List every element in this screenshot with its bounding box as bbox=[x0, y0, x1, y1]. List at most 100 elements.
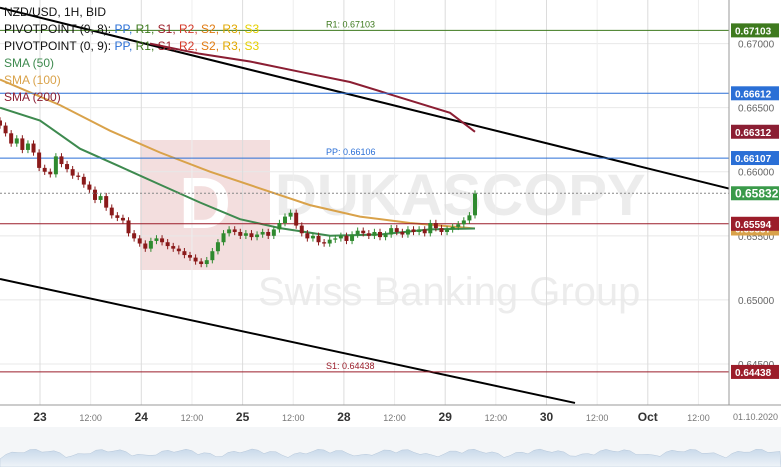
candle-body bbox=[199, 261, 204, 265]
pivot-level-label: S1: 0.64438 bbox=[326, 361, 375, 371]
candle-body bbox=[70, 169, 75, 176]
x-tick-label: 30 bbox=[540, 410, 554, 424]
candle-body bbox=[165, 242, 170, 247]
candle-body bbox=[405, 229, 410, 235]
legend-sma-100: SMA (100) bbox=[4, 73, 61, 87]
legend-pivot-2-r3: R3, bbox=[222, 39, 242, 53]
sma-50-line bbox=[0, 106, 476, 237]
candle-body bbox=[288, 212, 293, 217]
candle-body bbox=[143, 243, 148, 249]
r1-price-tag: 0.67103 bbox=[735, 26, 772, 37]
candle-body bbox=[171, 246, 176, 249]
plot-background bbox=[0, 0, 729, 405]
candle-body bbox=[188, 255, 192, 258]
candle-body bbox=[299, 225, 304, 234]
x-tick-label: Oct bbox=[638, 410, 658, 424]
legend-instrument: NZD/USD, 1H, BID bbox=[4, 5, 107, 19]
candle-body bbox=[238, 231, 243, 236]
candlesticks bbox=[0, 117, 477, 268]
candle-body bbox=[383, 234, 388, 238]
legend-pivot-2-r2: R2, bbox=[179, 39, 198, 53]
candle-body bbox=[160, 238, 165, 243]
chart-legend: NZD/USD, 1H, BID PIVOTPOINT (0, 8): PP, … bbox=[4, 4, 259, 106]
time-axis: 23 12:00 24 12:00 25 12:00 28 12:00 29 12:00 30 12:… bbox=[33, 410, 778, 424]
candle-body bbox=[433, 223, 438, 229]
x-tick-label: 12:00 bbox=[586, 413, 609, 423]
candle-body bbox=[227, 229, 232, 234]
candle-body bbox=[59, 156, 64, 165]
candle-body bbox=[422, 229, 427, 234]
x-tick-label: 23 bbox=[33, 410, 47, 424]
candle-body bbox=[232, 229, 237, 232]
candle-body bbox=[417, 229, 422, 232]
candle-body bbox=[182, 251, 187, 256]
legend-pivot-1-r3: R3, bbox=[222, 22, 242, 36]
candle-body bbox=[461, 220, 466, 225]
channel-lower-line bbox=[0, 278, 576, 404]
candle-body bbox=[48, 171, 53, 175]
r2-price-tag-bg bbox=[731, 86, 779, 101]
sma-100-line bbox=[0, 78, 476, 230]
x-tick-label: 12:00 bbox=[282, 413, 305, 423]
candle-body bbox=[333, 238, 338, 240]
legend-pivot-2: PIVOTPOINT (0, 9): PP, R1, S1, R2, S2, R… bbox=[4, 38, 259, 55]
s1-price-tag: 0.64438 bbox=[735, 368, 772, 379]
r2-price-tag: 0.66612 bbox=[735, 89, 772, 100]
x-tick-label: 28 bbox=[337, 410, 351, 424]
candle-body bbox=[355, 230, 360, 235]
x-tick-label: 12:00 bbox=[181, 413, 204, 423]
candle-body bbox=[3, 125, 8, 134]
sma200-price-tag-bg bbox=[731, 124, 779, 139]
candle-body bbox=[93, 189, 97, 200]
candle-body bbox=[20, 138, 25, 150]
legend-pivot-1-r2: R2, bbox=[179, 22, 198, 36]
candle-body bbox=[439, 228, 444, 232]
candle-body bbox=[9, 133, 14, 144]
candle-body bbox=[266, 231, 271, 236]
y-tick-label: 0.67000 bbox=[738, 40, 775, 51]
candle-body bbox=[193, 257, 198, 262]
candle-body bbox=[305, 233, 310, 239]
x-tick-label: 29 bbox=[439, 410, 453, 424]
candle-body bbox=[389, 228, 394, 235]
candle-body bbox=[120, 217, 125, 221]
candle-body bbox=[283, 216, 287, 224]
legend-sma-200: SMA (200) bbox=[4, 90, 61, 104]
candle-body bbox=[411, 229, 416, 232]
candle-body bbox=[115, 215, 120, 218]
candle-body bbox=[148, 240, 153, 249]
candle-body bbox=[378, 231, 382, 238]
candle-body bbox=[176, 248, 181, 252]
pivot-red-price-tag: 0.65594 bbox=[735, 220, 772, 231]
candle-body bbox=[327, 239, 332, 244]
price-tags: 0.67103 0.66612 0.66312 0.66107 0.65832 0.655… bbox=[731, 23, 779, 379]
candle-body bbox=[310, 235, 315, 239]
s1-price-tag-bg bbox=[731, 364, 779, 379]
candle-body bbox=[277, 223, 282, 230]
x-tick-label: 12:00 bbox=[485, 413, 508, 423]
y-tick-label: 0.65500 bbox=[738, 232, 775, 243]
candle-body bbox=[137, 238, 142, 244]
legend-pivot-1-s2: S2, bbox=[201, 22, 220, 36]
pivot-level-label: PP: 0.66106 bbox=[326, 147, 376, 157]
candle-body bbox=[467, 215, 472, 221]
candle-body bbox=[316, 235, 321, 243]
right-axis-background bbox=[729, 0, 781, 405]
candle-body bbox=[0, 120, 2, 126]
candle-body bbox=[65, 164, 70, 170]
candle-body bbox=[98, 196, 103, 200]
candle-body bbox=[53, 156, 58, 175]
candle-body bbox=[344, 235, 349, 241]
current-price-tag: 0.65832 bbox=[735, 186, 779, 200]
legend-pivot-1-s3: S3 bbox=[244, 22, 260, 36]
x-tick-label: 24 bbox=[135, 410, 149, 424]
candle-body bbox=[456, 224, 461, 227]
date-stamp: 01.10.2020 bbox=[733, 412, 778, 422]
candle-body bbox=[81, 176, 86, 185]
candle-body bbox=[255, 234, 260, 238]
pp-price-tag-bg bbox=[731, 151, 779, 166]
candle-body bbox=[76, 175, 81, 177]
legend-pivot-1-pp: PP, bbox=[114, 22, 133, 36]
candle-body bbox=[428, 223, 433, 234]
